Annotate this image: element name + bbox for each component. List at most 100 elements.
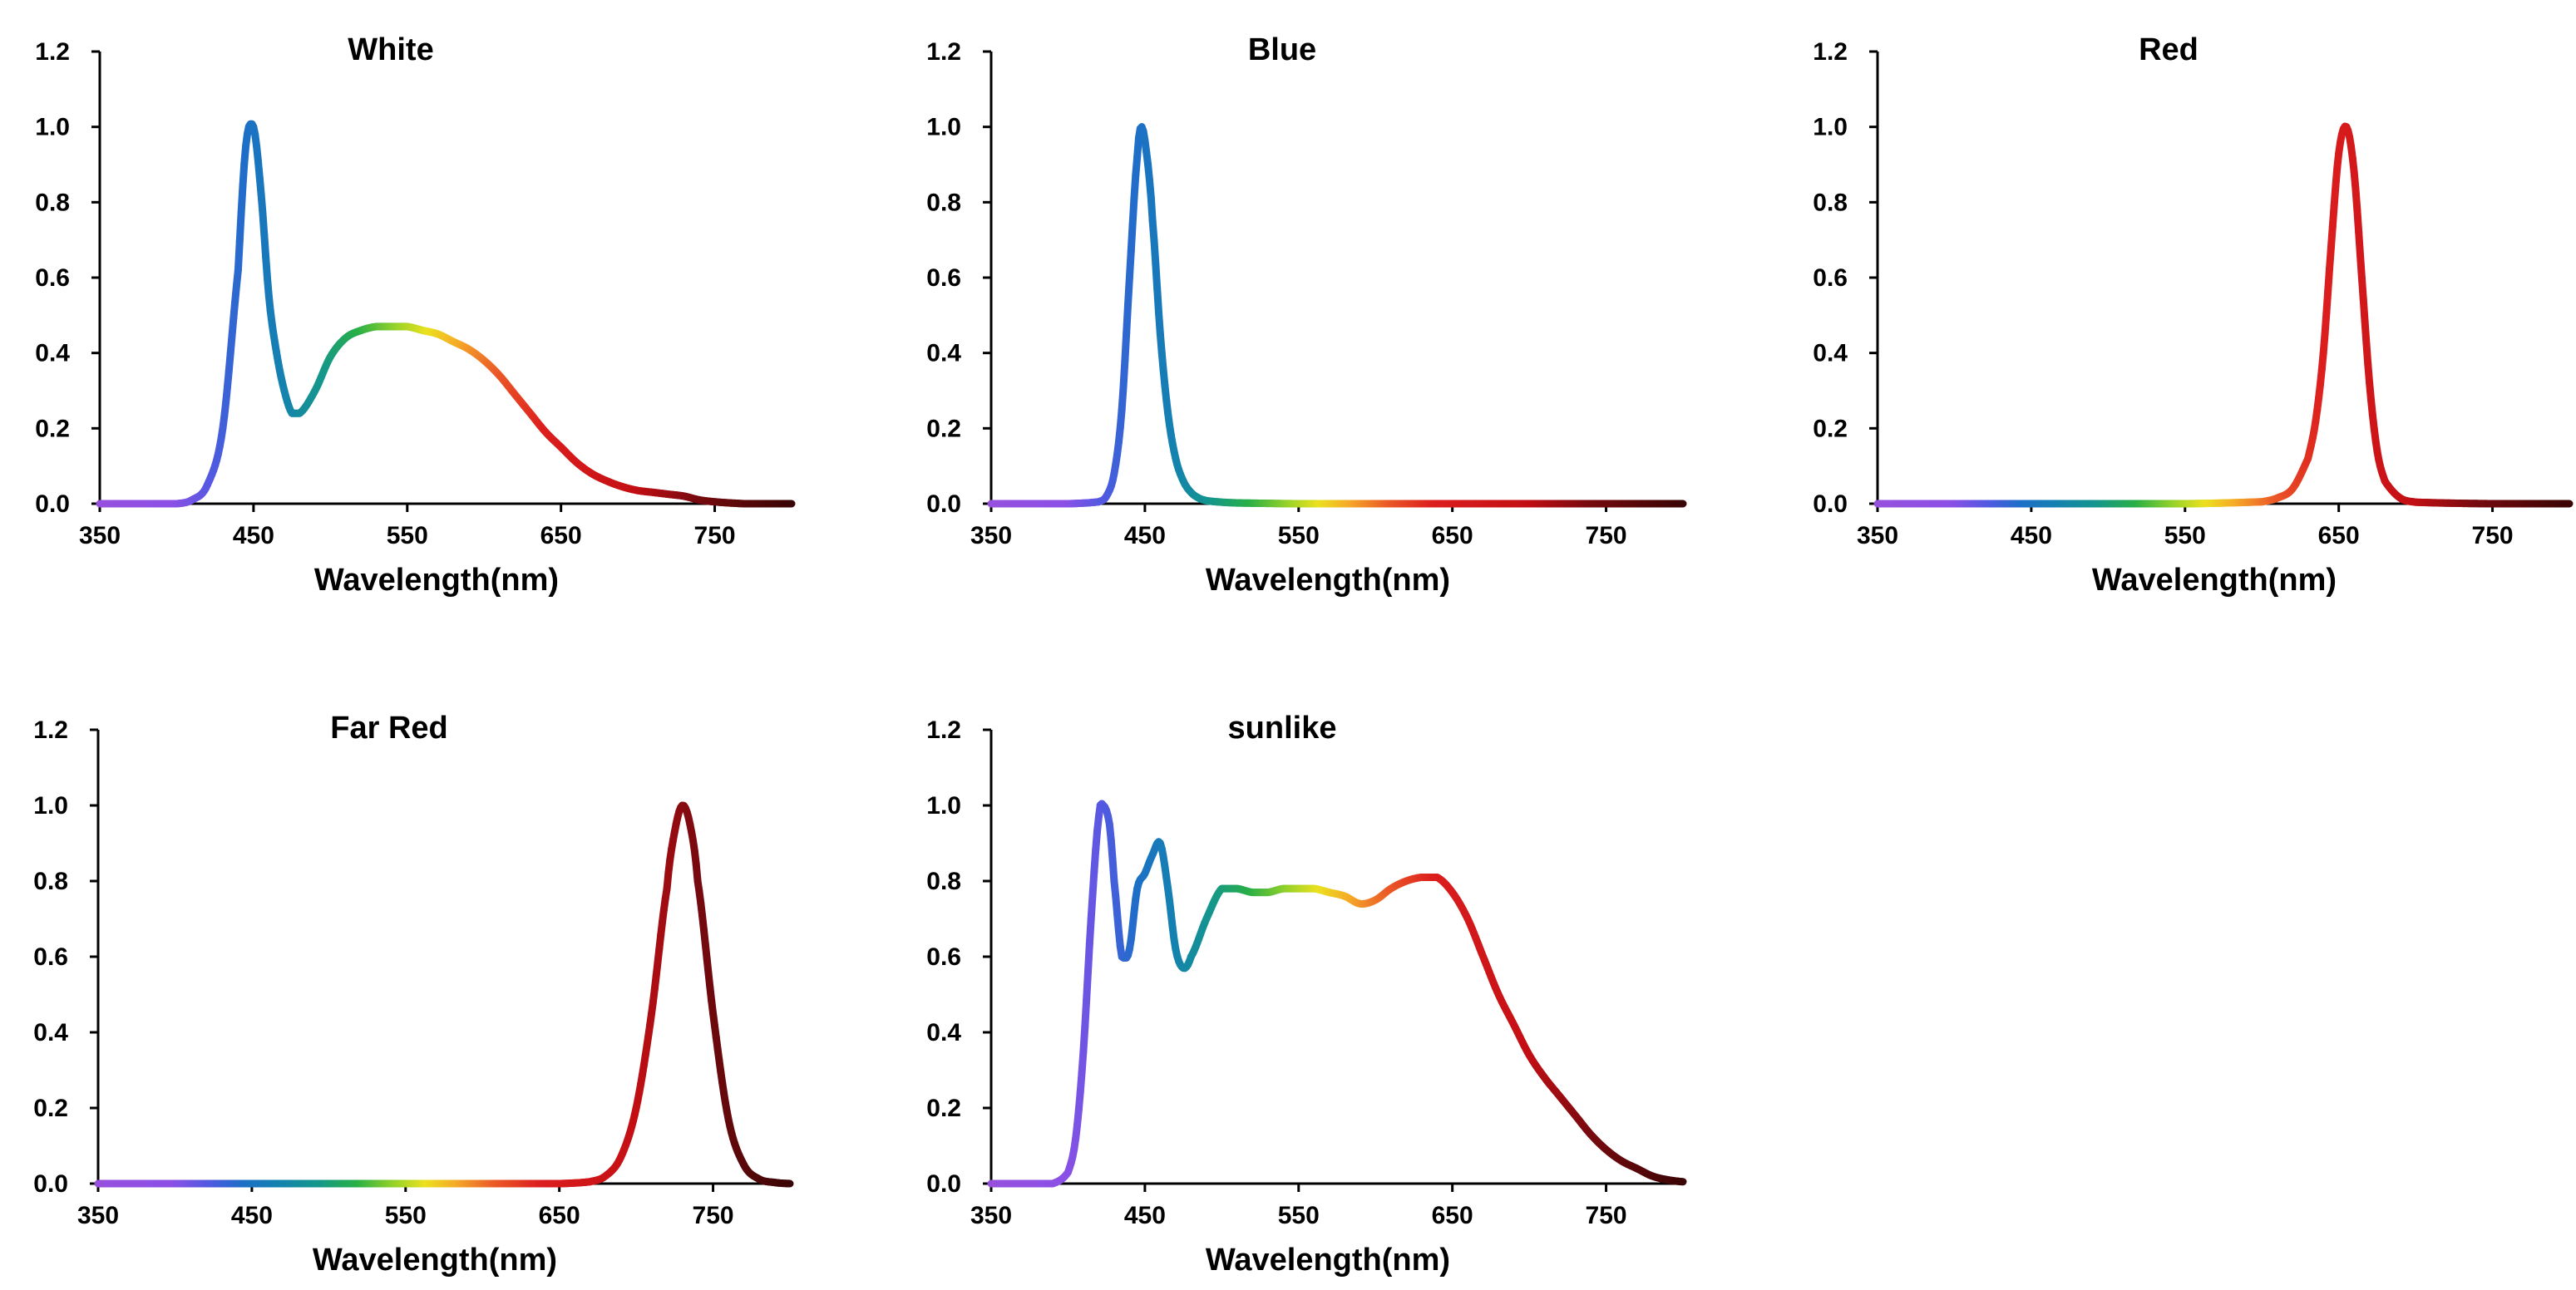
y-tick-label: 0.8 <box>33 868 68 895</box>
y-tick-label: 0.6 <box>926 943 961 971</box>
chart-title: sunlike <box>1228 711 1337 746</box>
spectrum-segment <box>235 209 245 245</box>
x-tick-label: 550 <box>2164 522 2206 549</box>
spectrum-segment <box>1121 328 1131 365</box>
y-tick-label: 0.0 <box>33 1170 68 1198</box>
y-tick-label: 1.2 <box>1813 38 1848 66</box>
y-tick-label: 0.2 <box>35 415 70 442</box>
y-tick-label: 0.0 <box>926 1170 961 1198</box>
x-tick-label: 750 <box>1586 1202 1627 1229</box>
x-tick-label: 650 <box>2318 522 2360 549</box>
y-tick-label: 1.0 <box>926 792 961 820</box>
x-tick-label: 450 <box>1124 1202 1166 1229</box>
x-axis-title: Wavelength(nm) <box>314 563 559 598</box>
x-tick-label: 450 <box>1124 522 1166 549</box>
x-tick-label: 350 <box>79 522 121 549</box>
y-tick-label: 0.0 <box>1813 490 1848 518</box>
x-tick-label: 350 <box>77 1202 119 1229</box>
spectrum-segment <box>239 159 249 190</box>
x-axis-title: Wavelength(nm) <box>2092 563 2337 598</box>
chart-title: Red <box>2139 32 2198 67</box>
spectrum-segment <box>1127 220 1137 255</box>
y-tick-label: 1.0 <box>926 114 961 141</box>
spectrum-line <box>94 801 794 1188</box>
spectrum-segment <box>1150 237 1160 268</box>
x-tick-label: 350 <box>970 1202 1012 1229</box>
y-tick-label: 0.6 <box>926 264 961 292</box>
y-tick-label: 1.0 <box>1813 114 1848 141</box>
chart-title: Far Red <box>330 711 447 746</box>
y-tick-label: 0.8 <box>35 189 70 216</box>
x-tick-label: 450 <box>2011 522 2052 549</box>
x-tick-label: 350 <box>1857 522 1898 549</box>
x-tick-label: 550 <box>1278 1202 1320 1229</box>
y-tick-label: 0.4 <box>926 1019 961 1046</box>
spectrum-segment <box>1079 1023 1089 1056</box>
spectrum-segment <box>1130 171 1140 202</box>
spectrum-segment <box>1128 194 1138 229</box>
x-tick-label: 650 <box>540 522 582 549</box>
chart-title: White <box>348 32 433 67</box>
y-tick-label: 0.2 <box>926 1095 961 1122</box>
x-tick-label: 750 <box>694 522 736 549</box>
spectrum-line <box>987 800 1687 1188</box>
spectrum-segment <box>237 182 247 217</box>
spectrum-segment <box>1083 940 1093 976</box>
spectrum-segment <box>2355 229 2365 259</box>
y-tick-label: 1.2 <box>33 716 68 744</box>
spectrum-segment <box>1124 273 1133 308</box>
y-tick-label: 0.4 <box>926 340 961 367</box>
y-tick-label: 1.2 <box>926 716 961 744</box>
spectrum-segment <box>1125 247 1135 282</box>
spectrum-segment <box>1153 284 1163 317</box>
x-tick-label: 550 <box>1278 522 1320 549</box>
y-tick-label: 0.6 <box>35 264 70 292</box>
y-tick-label: 0.0 <box>35 490 70 518</box>
spectrum-segment <box>1147 193 1157 225</box>
y-tick-label: 0.4 <box>1813 340 1848 367</box>
x-tick-label: 750 <box>1586 522 1627 549</box>
y-tick-label: 0.2 <box>926 415 961 442</box>
x-tick-label: 450 <box>231 1202 273 1229</box>
y-tick-label: 0.2 <box>33 1095 68 1122</box>
y-tick-label: 0.4 <box>33 1019 68 1046</box>
x-tick-label: 750 <box>693 1202 734 1229</box>
x-tick-label: 650 <box>1432 522 1473 549</box>
spectrum-line <box>987 123 1687 508</box>
y-tick-label: 1.2 <box>926 38 961 66</box>
spectrum-segment <box>234 237 244 274</box>
chart-title: Blue <box>1248 32 1316 67</box>
y-tick-label: 0.6 <box>33 943 68 971</box>
y-tick-label: 1.0 <box>33 792 68 820</box>
y-tick-label: 0.8 <box>926 868 961 895</box>
spectrum-segment <box>1083 968 1092 1004</box>
spectrum-segment <box>1119 357 1129 391</box>
spectrum-segment <box>2353 206 2363 237</box>
spectrum-segment <box>1087 891 1097 923</box>
x-tick-label: 750 <box>2472 522 2514 549</box>
x-tick-label: 350 <box>970 522 1012 549</box>
x-axis-title: Wavelength(nm) <box>1206 1243 1450 1278</box>
y-tick-label: 0.4 <box>35 340 70 367</box>
x-tick-label: 550 <box>387 522 428 549</box>
y-tick-label: 1.0 <box>35 114 70 141</box>
y-tick-label: 0.8 <box>926 189 961 216</box>
x-tick-label: 550 <box>385 1202 427 1229</box>
spectrum-line <box>1873 122 2574 508</box>
y-tick-label: 0.2 <box>1813 415 1848 442</box>
spectrum-segment <box>1088 867 1098 899</box>
x-tick-label: 650 <box>539 1202 580 1229</box>
spectrum-segment <box>1085 915 1095 948</box>
x-axis-title: Wavelength(nm) <box>1206 563 1450 598</box>
spectrum-segment <box>1152 259 1162 293</box>
spectrum-line <box>96 120 796 508</box>
y-tick-label: 0.8 <box>1813 189 1848 216</box>
y-tick-label: 1.2 <box>35 38 70 66</box>
x-tick-label: 450 <box>233 522 274 549</box>
y-tick-label: 0.0 <box>926 490 961 518</box>
x-tick-label: 650 <box>1432 1202 1473 1229</box>
y-tick-label: 0.6 <box>1813 264 1848 292</box>
x-axis-title: Wavelength(nm) <box>313 1243 557 1278</box>
spectrum-segment <box>1123 300 1133 337</box>
